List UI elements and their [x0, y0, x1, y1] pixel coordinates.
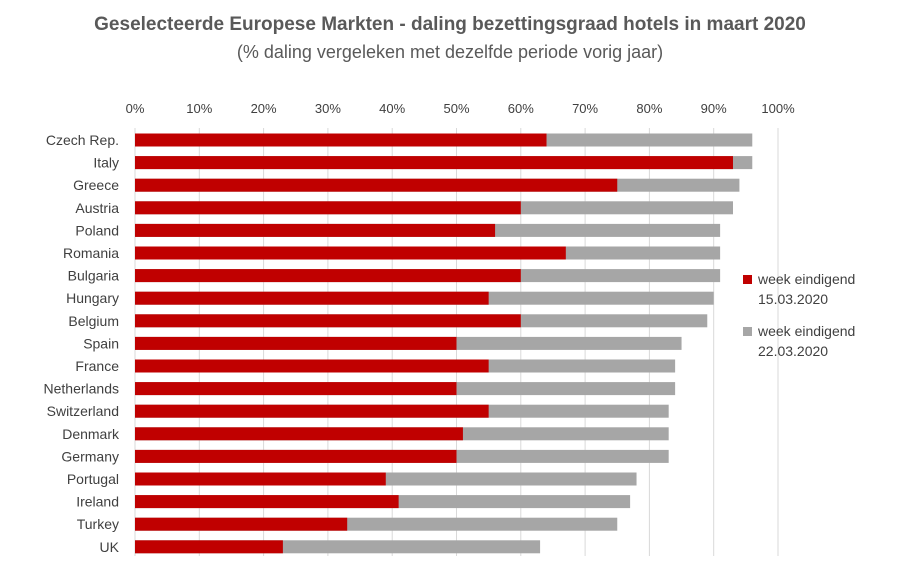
category-label: Denmark [62, 426, 120, 442]
bar-week-15-03 [135, 201, 521, 215]
bar-week-15-03 [135, 291, 489, 305]
x-tick-label: 100% [761, 101, 795, 116]
category-label: Portugal [67, 471, 119, 487]
x-tick-label: 80% [636, 101, 662, 116]
bar-week-15-03 [135, 178, 618, 192]
x-tick-label: 30% [315, 101, 341, 116]
category-label: Italy [93, 155, 119, 171]
category-labels: Czech Rep. Italy Greece Austria Poland Romani… [44, 132, 120, 555]
legend-label-line1: week eindigend [757, 271, 855, 287]
category-label: Turkey [77, 516, 119, 532]
category-label: Bulgaria [68, 268, 120, 284]
x-axis-ticks: 0% 10% 20% 30% 40% 50% 60% 70% 80% 90% 100% [126, 101, 795, 116]
category-label: France [75, 358, 119, 374]
category-label: Greece [73, 177, 119, 193]
x-tick-label: 50% [443, 101, 469, 116]
bar-week-15-03 [135, 449, 457, 463]
category-label: Hungary [66, 290, 119, 306]
legend-swatch [743, 327, 752, 336]
category-label: Czech Rep. [46, 132, 119, 148]
x-tick-label: 90% [701, 101, 727, 116]
bar-week-15-03 [135, 133, 547, 147]
category-label: Netherlands [44, 381, 120, 397]
x-tick-label: 70% [572, 101, 598, 116]
bar-week-15-03 [135, 472, 386, 486]
bar-week-15-03 [135, 404, 489, 418]
category-label: Ireland [76, 494, 119, 510]
bar-week-15-03 [135, 269, 521, 283]
bar-week-15-03 [135, 314, 521, 328]
bar-week-15-03 [135, 517, 348, 531]
chart-title: Geselecteerde Europese Markten - daling … [94, 14, 806, 35]
category-label: UK [100, 539, 120, 555]
legend-label-line1: week eindigend [757, 323, 855, 339]
category-label: Belgium [68, 313, 119, 329]
x-tick-label: 20% [251, 101, 277, 116]
category-label: Poland [75, 222, 119, 238]
category-label: Switzerland [47, 403, 119, 419]
bars [135, 133, 753, 554]
legend: week eindigend 15.03.2020 week eindigend 22… [743, 271, 855, 359]
bar-week-15-03 [135, 359, 489, 373]
legend-label-line2: 22.03.2020 [758, 343, 828, 359]
x-tick-label: 60% [508, 101, 534, 116]
bar-week-15-03 [135, 540, 283, 554]
bar-week-15-03 [135, 156, 733, 170]
category-label: Spain [83, 335, 119, 351]
x-tick-label: 10% [186, 101, 212, 116]
legend-label-line2: 15.03.2020 [758, 291, 828, 307]
bar-week-15-03 [135, 382, 457, 396]
x-tick-label: 40% [379, 101, 405, 116]
chart-subtitle: (% daling vergeleken met dezelfde period… [236, 42, 664, 62]
bar-week-15-03 [135, 336, 457, 350]
bar-week-15-03 [135, 427, 463, 441]
category-label: Romania [63, 245, 119, 261]
category-label: Austria [75, 200, 119, 216]
category-label: Germany [61, 448, 119, 464]
bar-week-15-03 [135, 495, 399, 509]
legend-swatch [743, 275, 752, 284]
bar-week-15-03 [135, 246, 566, 260]
bar-week-15-03 [135, 223, 496, 237]
x-tick-label: 0% [126, 101, 145, 116]
